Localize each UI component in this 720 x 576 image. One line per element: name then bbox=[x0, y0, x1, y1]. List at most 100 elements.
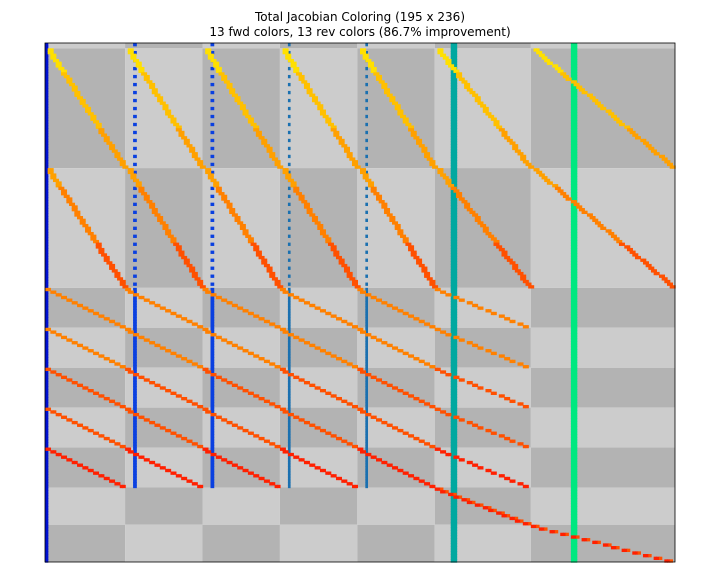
nonzero-cell bbox=[293, 69, 297, 73]
nonzero-cell bbox=[45, 250, 49, 254]
nonzero-cell bbox=[570, 492, 578, 497]
nonzero-cell bbox=[570, 162, 578, 167]
nonzero-cell bbox=[616, 117, 620, 121]
nonzero-cell bbox=[93, 351, 97, 356]
nonzero-cell bbox=[490, 117, 495, 121]
nonzero-cell bbox=[570, 399, 578, 403]
nonzero-cell bbox=[226, 85, 230, 89]
block-cell bbox=[125, 524, 203, 562]
nonzero-cell bbox=[205, 48, 209, 52]
nonzero-cell bbox=[287, 479, 291, 483]
nonzero-cell bbox=[229, 460, 233, 465]
nonzero-cell bbox=[87, 468, 92, 473]
nonzero-cell bbox=[525, 522, 529, 526]
nonzero-cell bbox=[95, 122, 100, 127]
nonzero-cell bbox=[255, 394, 260, 398]
nonzero-cell bbox=[370, 69, 375, 73]
nonzero-cell bbox=[402, 114, 407, 119]
nonzero-cell bbox=[608, 229, 612, 233]
nonzero-cell bbox=[210, 301, 215, 305]
nonzero-cell bbox=[445, 333, 449, 337]
nonzero-cell bbox=[277, 325, 281, 329]
nonzero-cell bbox=[482, 506, 487, 510]
nonzero-cell bbox=[45, 402, 49, 406]
nonzero-cell bbox=[173, 239, 177, 244]
nonzero-cell bbox=[610, 234, 615, 238]
nonzero-cell bbox=[125, 447, 129, 451]
nonzero-cell bbox=[93, 471, 97, 475]
nonzero-cell bbox=[335, 250, 340, 254]
nonzero-cell bbox=[199, 444, 204, 449]
nonzero-cell bbox=[45, 138, 49, 143]
nonzero-cell bbox=[448, 58, 452, 63]
nonzero-cell bbox=[258, 255, 262, 260]
block-cell bbox=[434, 524, 531, 562]
nonzero-cell bbox=[416, 357, 420, 361]
nonzero-cell bbox=[223, 197, 228, 201]
nonzero-cell bbox=[570, 178, 578, 183]
nonzero-cell bbox=[183, 436, 188, 441]
nonzero-cell bbox=[450, 431, 458, 435]
nonzero-cell bbox=[45, 351, 49, 356]
nonzero-cell bbox=[610, 112, 615, 116]
nonzero-cell bbox=[285, 370, 289, 374]
nonzero-cell bbox=[45, 474, 49, 478]
nonzero-cell bbox=[274, 277, 278, 281]
nonzero-cell bbox=[514, 144, 519, 148]
nonzero-cell bbox=[450, 514, 458, 518]
nonzero-cell bbox=[365, 202, 369, 207]
nonzero-cell bbox=[138, 66, 142, 71]
nonzero-cell bbox=[445, 490, 449, 494]
nonzero-cell bbox=[504, 130, 508, 135]
nonzero-cell bbox=[74, 90, 78, 95]
nonzero-cell bbox=[98, 474, 102, 478]
nonzero-cell bbox=[450, 322, 458, 326]
nonzero-cell bbox=[63, 189, 68, 193]
nonzero-cell bbox=[287, 234, 291, 238]
nonzero-cell bbox=[45, 223, 49, 228]
nonzero-cell bbox=[250, 237, 254, 241]
nonzero-cell bbox=[47, 168, 52, 172]
nonzero-cell bbox=[79, 383, 84, 388]
nonzero-cell bbox=[287, 455, 291, 459]
nonzero-cell bbox=[210, 327, 215, 332]
nonzero-cell bbox=[287, 423, 291, 427]
nonzero-cell bbox=[474, 303, 479, 308]
nonzero-cell bbox=[157, 463, 161, 467]
nonzero-cell bbox=[210, 412, 214, 417]
nonzero-cell bbox=[239, 104, 244, 108]
nonzero-cell bbox=[210, 458, 215, 462]
nonzero-cell bbox=[333, 394, 337, 398]
nonzero-cell bbox=[170, 391, 174, 395]
nonzero-cell bbox=[592, 218, 596, 222]
nonzero-cell bbox=[50, 168, 54, 172]
nonzero-cell bbox=[576, 82, 580, 87]
nonzero-cell bbox=[335, 476, 340, 481]
nonzero-cell bbox=[570, 192, 578, 196]
nonzero-cell bbox=[570, 194, 578, 199]
nonzero-cell bbox=[448, 492, 452, 497]
nonzero-cell bbox=[322, 309, 326, 313]
nonzero-cell bbox=[477, 101, 481, 105]
nonzero-cell bbox=[570, 415, 578, 419]
nonzero-cell bbox=[303, 82, 308, 87]
nonzero-cell bbox=[239, 221, 244, 225]
nonzero-cell bbox=[146, 197, 150, 201]
nonzero-cell bbox=[106, 136, 110, 140]
nonzero-cell bbox=[450, 311, 458, 316]
nonzero-cell bbox=[47, 48, 52, 52]
nonzero-cell bbox=[365, 266, 369, 270]
nonzero-cell bbox=[298, 298, 302, 302]
nonzero-cell bbox=[111, 266, 116, 270]
nonzero-cell bbox=[47, 367, 52, 372]
nonzero-cell bbox=[282, 168, 286, 172]
nonzero-cell bbox=[450, 490, 458, 494]
nonzero-cell bbox=[287, 482, 291, 486]
nonzero-cell bbox=[560, 189, 564, 193]
nonzero-cell bbox=[45, 311, 49, 316]
nonzero-cell bbox=[570, 343, 578, 348]
nonzero-cell bbox=[298, 74, 302, 79]
nonzero-cell bbox=[648, 266, 652, 270]
nonzero-cell bbox=[354, 365, 358, 369]
nonzero-cell bbox=[293, 64, 297, 68]
